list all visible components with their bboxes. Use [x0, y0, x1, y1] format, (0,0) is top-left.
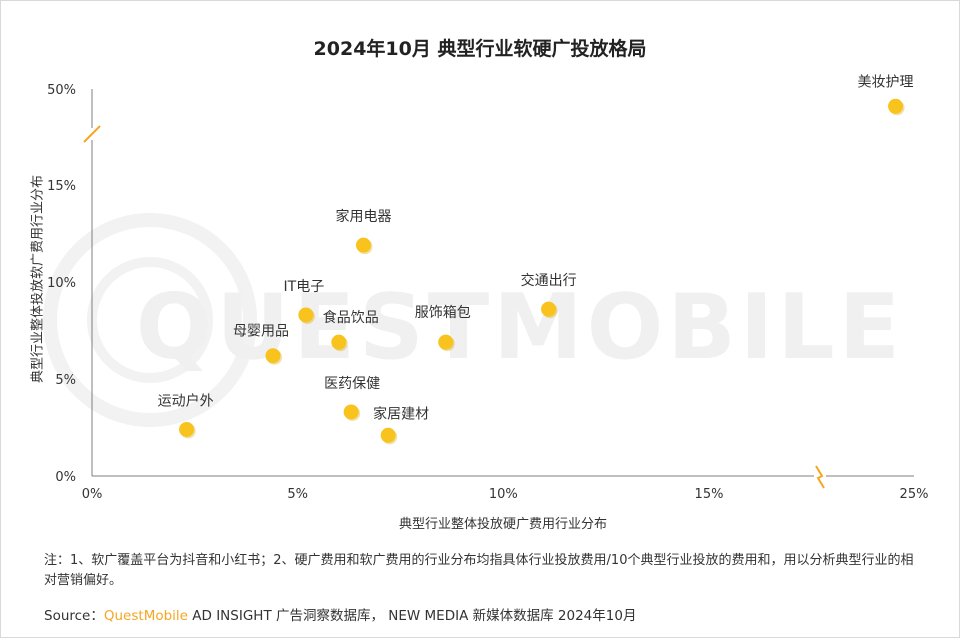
y-axis-break-icon [83, 125, 101, 143]
y-tick-label: 50% [47, 83, 76, 98]
chart-title: 2024年10月 典型行业软硬广投放格局 [313, 38, 647, 60]
scatter-point [265, 348, 281, 364]
x-tick-label: 0% [82, 487, 103, 502]
watermark: QUESTMOBILE [43, 213, 904, 427]
x-axis-title: 典型行业整体投放硬广费用行业分布 [398, 517, 608, 532]
point-label: 家居建材 [373, 405, 429, 422]
source-prefix: Source： [44, 608, 104, 624]
source-line: Source：QuestMobile AD INSIGHT 广告洞察数据库， N… [44, 604, 636, 624]
source-brand: QuestMobile [103, 608, 188, 624]
scatter-point [355, 237, 371, 253]
scatter-point [179, 421, 195, 437]
point-label: 美妆护理 [858, 74, 914, 90]
source-rest: AD INSIGHT 广告洞察数据库， NEW MEDIA 新媒体数据库 202… [187, 608, 637, 624]
point-label: IT电子 [284, 279, 325, 295]
point-label: 医药保健 [324, 376, 380, 392]
scatter-point [438, 334, 454, 350]
y-axis-title: 典型行业整体投放软广费用行业分布 [30, 174, 46, 384]
x-tick-label: 15% [695, 487, 724, 502]
point-label: 交通出行 [521, 272, 577, 289]
point-label: 服饰箱包 [415, 305, 471, 321]
scatter-point [343, 404, 359, 420]
axes [83, 89, 914, 489]
watermark-text: QUESTMOBILE [136, 275, 904, 380]
scatter-point [298, 307, 314, 323]
y-tick-label: 0% [55, 470, 76, 485]
scatter-point [888, 98, 904, 114]
x-tick-label: 5% [287, 487, 308, 502]
point-label: 家用电器 [335, 208, 391, 225]
scatter-point [380, 427, 396, 443]
point-label: 食品饮品 [323, 309, 379, 326]
footnote: 注：1、软广覆盖平台为抖音和小红书；2、硬广费用和软广费用的行业分布均指具体行业… [44, 553, 914, 588]
data-points [179, 98, 905, 445]
scatter-point [541, 301, 557, 317]
y-tick-label: 15% [47, 179, 76, 194]
scatter-point [331, 334, 347, 350]
x-axis-break-icon [815, 465, 825, 489]
y-tick-label: 5% [55, 373, 76, 388]
x-tick-label: 10% [489, 487, 518, 502]
point-label: 运动户外 [158, 392, 214, 409]
y-tick-label: 10% [47, 276, 76, 291]
tick-labels: 0% 5% 10% 15% 25% 0% 5% 10% 15% 50% [47, 83, 928, 502]
x-tick-label: 25% [900, 487, 929, 502]
point-label: 母婴用品 [233, 324, 289, 340]
